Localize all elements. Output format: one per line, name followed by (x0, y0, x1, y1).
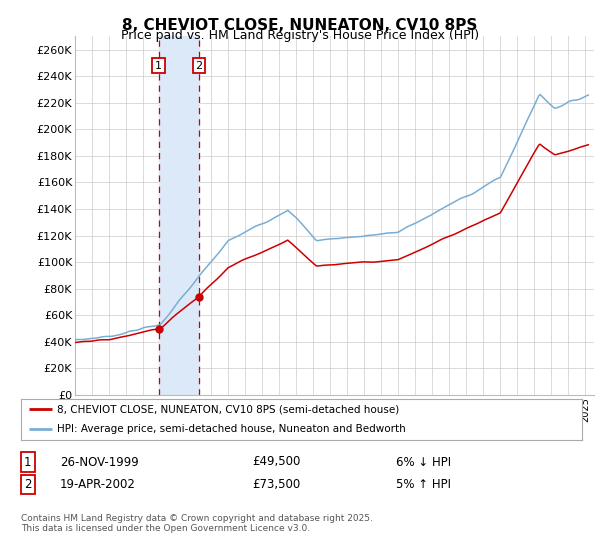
Text: 1: 1 (155, 60, 162, 71)
Text: 26-NOV-1999: 26-NOV-1999 (60, 455, 139, 469)
Text: £73,500: £73,500 (252, 478, 300, 491)
Text: 2: 2 (196, 60, 203, 71)
Text: 2: 2 (24, 478, 32, 491)
Text: 8, CHEVIOT CLOSE, NUNEATON, CV10 8PS (semi-detached house): 8, CHEVIOT CLOSE, NUNEATON, CV10 8PS (se… (58, 404, 400, 414)
Text: 8, CHEVIOT CLOSE, NUNEATON, CV10 8PS: 8, CHEVIOT CLOSE, NUNEATON, CV10 8PS (122, 18, 478, 33)
Text: 1: 1 (24, 455, 32, 469)
Text: HPI: Average price, semi-detached house, Nuneaton and Bedworth: HPI: Average price, semi-detached house,… (58, 424, 406, 434)
Text: Price paid vs. HM Land Registry's House Price Index (HPI): Price paid vs. HM Land Registry's House … (121, 29, 479, 42)
Text: 19-APR-2002: 19-APR-2002 (60, 478, 136, 491)
Text: £49,500: £49,500 (252, 455, 301, 469)
Text: 5% ↑ HPI: 5% ↑ HPI (396, 478, 451, 491)
Text: 6% ↓ HPI: 6% ↓ HPI (396, 455, 451, 469)
Text: Contains HM Land Registry data © Crown copyright and database right 2025.
This d: Contains HM Land Registry data © Crown c… (21, 514, 373, 534)
Bar (159, 36, 199, 395)
